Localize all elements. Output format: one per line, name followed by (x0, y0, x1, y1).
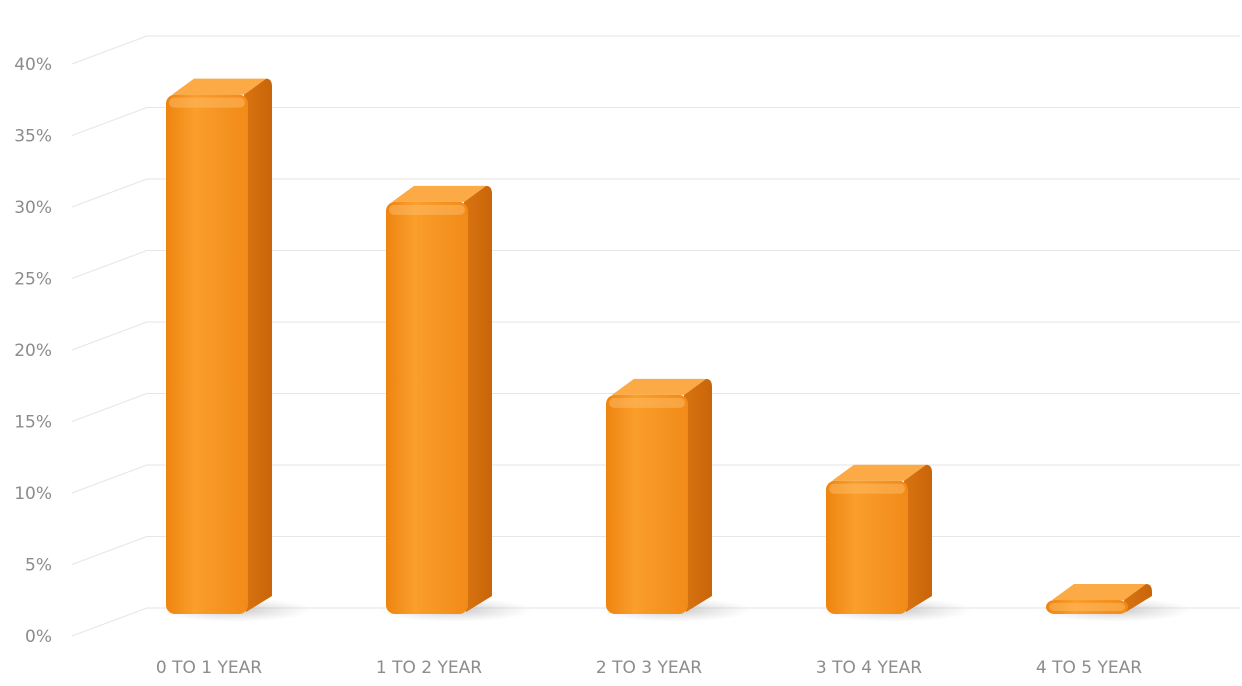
bar (597, 378, 753, 622)
bar (157, 78, 313, 622)
x-tick-label: 0 TO 1 YEAR (156, 658, 262, 678)
bar-highlight (609, 397, 685, 408)
bar-front (606, 394, 688, 614)
y-tick-label: 10% (14, 484, 52, 504)
y-tick-label: 0% (25, 627, 52, 647)
x-tick-label: 1 TO 2 YEAR (376, 658, 482, 678)
y-axis: 0% 5% 10% 15% 20% 25% 30% 35% 40% (14, 55, 52, 647)
x-tick-label: 3 TO 4 YEAR (816, 658, 922, 678)
bar-top (612, 378, 706, 395)
y-tick-label: 35% (14, 127, 52, 147)
bar-highlight (1049, 603, 1125, 611)
gridline-diagonal (71, 464, 148, 494)
bars (157, 78, 1193, 622)
bar-top (392, 185, 486, 202)
bar-side (464, 185, 492, 612)
bar-front (166, 94, 248, 615)
bar (817, 464, 973, 622)
bar-front (386, 201, 468, 614)
y-tick-label: 25% (14, 270, 52, 290)
x-axis: 0 TO 1 YEAR 1 TO 2 YEAR 2 TO 3 YEAR 3 TO 4 … (156, 658, 1142, 678)
y-tick-label: 20% (14, 341, 52, 361)
gridline-diagonal (71, 393, 148, 422)
bar-top (172, 78, 266, 95)
gridline-diagonal (71, 607, 148, 637)
bar-side (904, 464, 932, 612)
gridline-diagonal (71, 250, 148, 279)
bar-top (1052, 584, 1146, 600)
bar-front (826, 480, 908, 614)
gridline-diagonal (71, 178, 148, 208)
bar (377, 185, 533, 622)
x-tick-label: 2 TO 3 YEAR (596, 658, 702, 678)
y-tick-label: 40% (14, 55, 52, 75)
y-tick-label: 30% (14, 198, 52, 218)
gridline-diagonal (71, 321, 148, 351)
y-tick-label: 5% (25, 556, 52, 576)
bar-side (1124, 584, 1152, 612)
bar-highlight (829, 483, 905, 494)
gridline-diagonal (71, 107, 148, 136)
x-tick-label: 4 TO 5 YEAR (1036, 658, 1142, 678)
gridline-diagonal (71, 35, 148, 65)
bar-front (1046, 600, 1128, 614)
bar-highlight (169, 97, 245, 108)
bar-side (684, 378, 712, 612)
y-tick-label: 15% (14, 413, 52, 433)
bar-side (244, 78, 272, 613)
gridline-diagonal (71, 536, 148, 565)
bar-highlight (389, 204, 465, 215)
bar (1037, 584, 1193, 622)
bar-top (832, 464, 926, 481)
